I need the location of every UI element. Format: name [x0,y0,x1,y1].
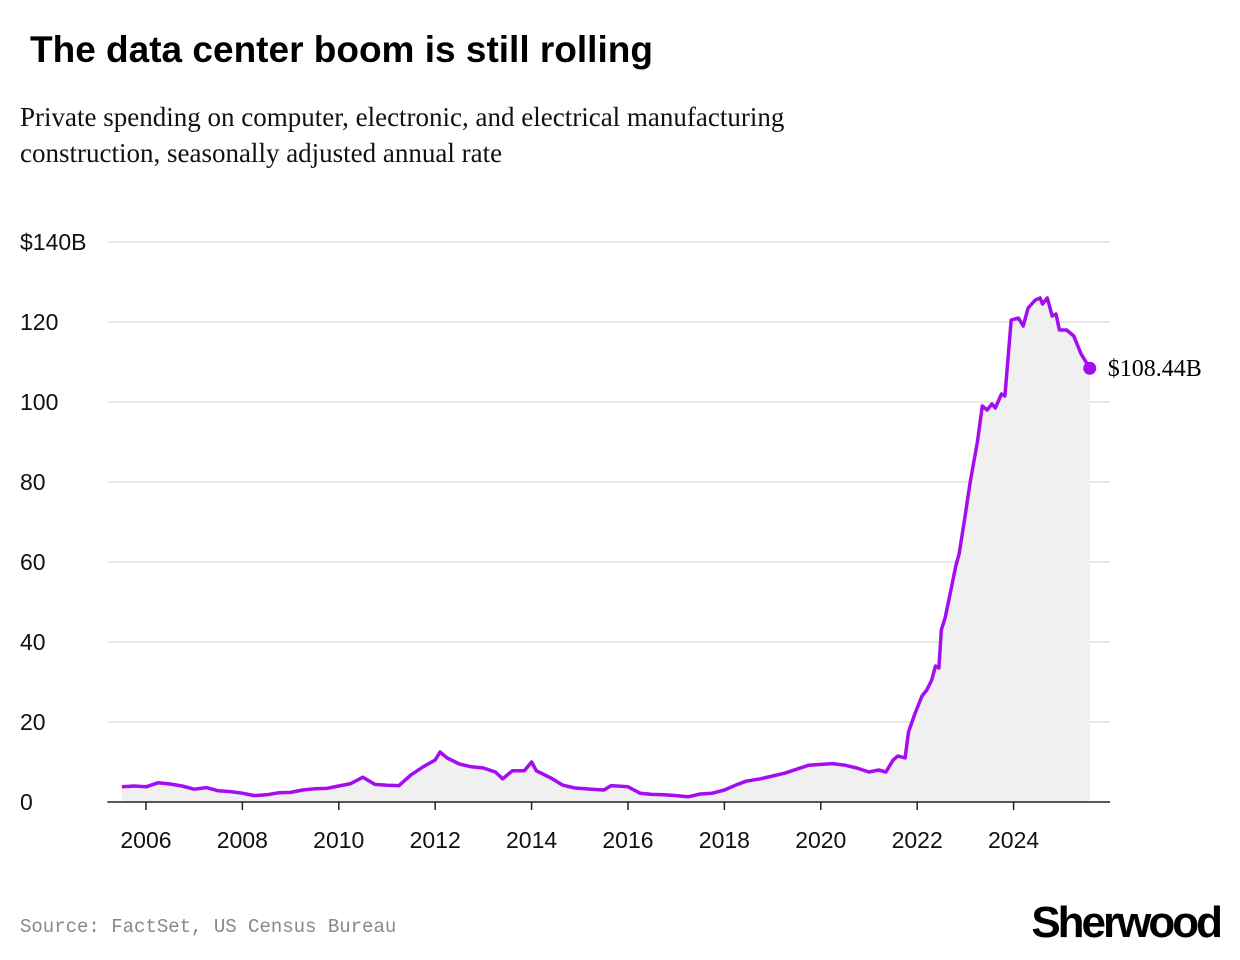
x-tick-label: 2008 [217,827,268,853]
value-label: $108.44B [1108,356,1202,382]
x-tick-label: 2024 [988,827,1039,853]
y-tick-label: 80 [20,469,46,495]
x-tick-label: 2022 [892,827,943,853]
source: Source: FactSet, US Census Bureau [20,916,396,938]
chart-subtitle: Private spending on computer, electronic… [20,102,784,132]
chart-subtitle: construction, seasonally adjusted annual… [20,138,502,168]
y-tick-label: 40 [20,629,46,655]
x-tick-label: 2016 [602,827,653,853]
line [121,296,1092,799]
x-tick-label: 2018 [699,827,750,853]
y-tick-label: $140B [20,229,87,255]
y-tick-label: 120 [20,309,58,335]
y-tick-label: 0 [20,789,33,815]
logo: Sherwood [1031,898,1220,947]
y-tick-label: 20 [20,709,46,735]
area [121,298,1090,802]
x-tick-label: 2014 [506,827,557,853]
y-tick-label: 60 [20,549,46,575]
x-tick-label: 2010 [313,827,364,853]
x-tick-label: 2020 [795,827,846,853]
x-tick-label: 2012 [410,827,461,853]
end-dot [1083,361,1097,375]
x-tick-label: 2006 [120,827,171,853]
chart-title: The data center boom is still rolling [30,29,653,70]
y-tick-label: 100 [20,389,58,415]
